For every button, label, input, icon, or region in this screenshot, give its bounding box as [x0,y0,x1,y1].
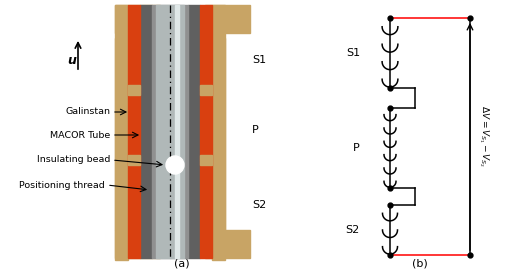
Bar [200,90,212,95]
Text: MACOR Tube: MACOR Tube [50,130,110,140]
Bar [205,230,250,258]
Bar [115,38,128,260]
Bar [200,160,212,165]
Bar [128,85,140,90]
Bar [200,5,212,258]
Bar [212,5,225,230]
Text: S1: S1 [346,48,360,58]
Circle shape [166,156,184,174]
Text: $\Delta V = V_{S_1} - V_{S_2}$: $\Delta V = V_{S_1} - V_{S_2}$ [477,105,491,168]
Text: Insulating bead: Insulating bead [37,156,110,165]
Bar [205,5,250,33]
Text: (b): (b) [412,258,428,268]
Text: S2: S2 [252,200,266,210]
Bar [115,230,160,258]
Text: S2: S2 [346,225,360,235]
Bar [156,5,184,258]
Bar [212,38,225,260]
Text: Galinstan: Galinstan [65,108,110,117]
Text: P: P [252,125,259,135]
Bar [115,5,128,230]
Text: P: P [353,143,360,153]
Text: (a): (a) [174,258,190,268]
Bar [128,90,140,95]
Text: S1: S1 [252,55,266,65]
Text: Positioning thread: Positioning thread [19,180,105,189]
Bar [200,155,212,160]
Bar [175,5,179,258]
Bar [128,155,140,160]
Bar [140,5,152,258]
Bar [128,160,140,165]
Text: u: u [67,54,77,67]
Bar [188,5,200,258]
Bar [200,85,212,90]
Bar [128,5,140,258]
Bar [115,5,160,33]
Bar [152,5,188,258]
